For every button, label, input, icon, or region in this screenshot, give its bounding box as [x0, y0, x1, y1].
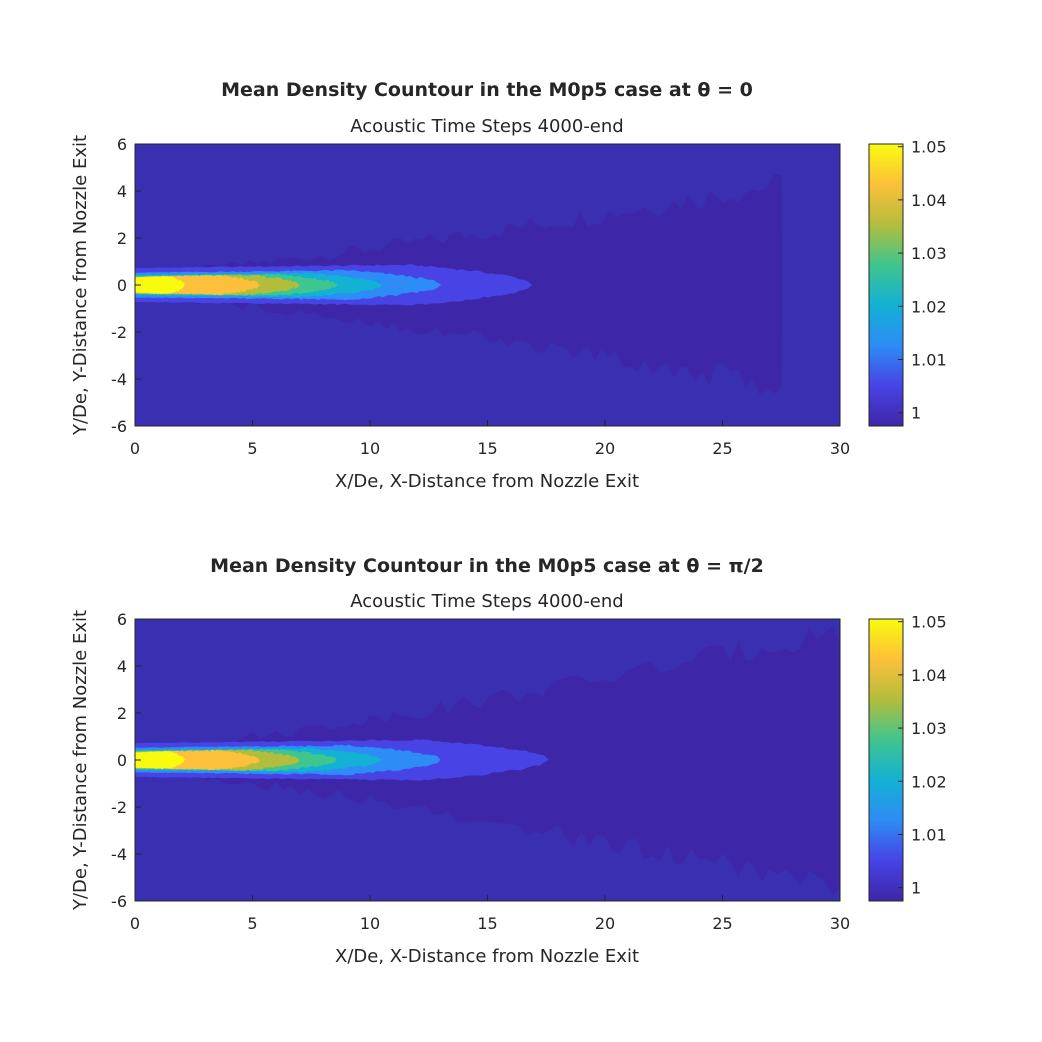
- y-tick-label: 6: [117, 135, 127, 154]
- chart-2-title: Mean Density Countour in the M0p5 case a…: [210, 555, 764, 577]
- x-tick-label: 10: [360, 439, 380, 458]
- y-tick-label: 0: [117, 276, 127, 295]
- x-tick-label: 5: [247, 914, 257, 933]
- colorbar-2: 1 1.01 1.02 1.03 1.04 1.05: [868, 613, 947, 902]
- x-tick-label: 5: [247, 439, 257, 458]
- y-tick-label: -6: [111, 417, 127, 436]
- colorbar-gradient: [868, 618, 904, 902]
- y-tick-label: -2: [111, 323, 127, 342]
- x-axis-label-2: X/De, X-Distance from Nozzle Exit: [335, 946, 639, 967]
- x-tick-label: 30: [830, 439, 850, 458]
- y-tick-label: -4: [111, 845, 127, 864]
- colorbar-tick-label: 1.03: [911, 719, 947, 738]
- colorbar-tick-label: 1.03: [911, 244, 947, 263]
- x-tick-label: 15: [477, 914, 497, 933]
- colorbar-tick-label: 1: [911, 404, 921, 423]
- colorbar-tick-label: 1.04: [911, 191, 947, 210]
- x-tick-label: 20: [595, 914, 615, 933]
- y-tick-label: 4: [117, 182, 127, 201]
- subplot-2: Mean Density Countour in the M0p5 case a…: [70, 555, 947, 967]
- x-tick-label: 25: [712, 439, 732, 458]
- colorbar-tick-label: 1.05: [911, 613, 947, 632]
- contour-level-8: [135, 275, 186, 295]
- x-tick-label: 0: [130, 439, 140, 458]
- x-tick-label: 10: [360, 914, 380, 933]
- chart-2-subtitle: Acoustic Time Steps 4000-end: [350, 591, 623, 612]
- x-tick-label: 15: [477, 439, 497, 458]
- subplot-1: Mean Density Countour in the M0p5 case a…: [70, 79, 947, 492]
- y-tick-label: 2: [117, 704, 127, 723]
- y-axis-label-text-1: Y/De, Y-Distance from Nozzle Exit: [70, 135, 91, 436]
- contour-plot-1: 0 5 10 15 20 25 30 -6 -4 -2 0 2 4 6: [111, 135, 850, 458]
- y-tick-label: 4: [117, 657, 127, 676]
- colorbar-tick-label: 1.01: [911, 825, 947, 844]
- chart-1-title: Mean Density Countour in the M0p5 case a…: [221, 79, 753, 101]
- y-axis-label-1: Y/De, Y-Distance from Nozzle Exit: [70, 135, 91, 436]
- x-tick-label: 25: [712, 914, 732, 933]
- colorbar-1: 1 1.01 1.02 1.03 1.04 1.05: [868, 138, 947, 427]
- y-axis-label-2: Y/De, Y-Distance from Nozzle Exit: [70, 610, 91, 911]
- y-tick-label: -6: [111, 892, 127, 911]
- y-tick-label: 0: [117, 751, 127, 770]
- y-tick-label: 6: [117, 610, 127, 629]
- y-tick-label: 2: [117, 229, 127, 248]
- colorbar-tick-label: 1.05: [911, 138, 947, 157]
- x-tick-label: 0: [130, 914, 140, 933]
- chart-1-subtitle: Acoustic Time Steps 4000-end: [350, 116, 623, 137]
- colorbar-gradient: [868, 143, 904, 427]
- x-axis-label-1: X/De, X-Distance from Nozzle Exit: [335, 471, 639, 492]
- x-axis-label-text-2: X/De, X-Distance from Nozzle Exit: [335, 946, 639, 967]
- contour-plot-2: 0 5 10 15 20 25 30 -6 -4 -2 0 2 4 6: [111, 610, 850, 933]
- colorbar-tick-label: 1.02: [911, 297, 947, 316]
- contour-level-8: [135, 750, 186, 770]
- y-tick-label: -4: [111, 370, 127, 389]
- colorbar-tick-label: 1.01: [911, 350, 947, 369]
- y-tick-label: -2: [111, 798, 127, 817]
- y-axis-label-text-2: Y/De, Y-Distance from Nozzle Exit: [70, 610, 91, 911]
- x-tick-label: 20: [595, 439, 615, 458]
- colorbar-tick-label: 1: [911, 879, 921, 898]
- x-axis-label-text-1: X/De, X-Distance from Nozzle Exit: [335, 471, 639, 492]
- colorbar-tick-label: 1.04: [911, 666, 947, 685]
- x-tick-label: 30: [830, 914, 850, 933]
- colorbar-tick-label: 1.02: [911, 772, 947, 791]
